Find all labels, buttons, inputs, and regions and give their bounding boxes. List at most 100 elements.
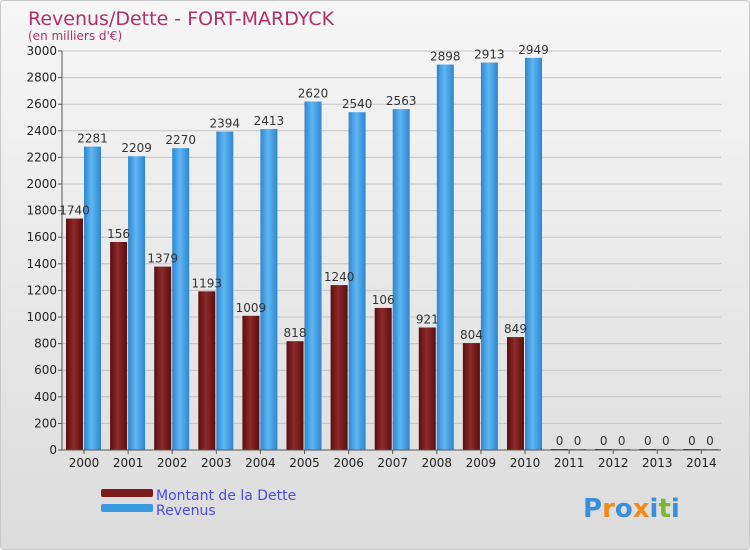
x-tick-label: 2001 — [113, 456, 144, 470]
data-label-dette: 106 — [372, 293, 395, 307]
data-label-dette: 1009 — [236, 301, 267, 315]
data-label-revenus: 2949 — [518, 43, 549, 57]
data-label-revenus: 0 — [662, 434, 670, 448]
data-label-revenus: 0 — [618, 434, 626, 448]
x-tick-label: 2005 — [289, 456, 320, 470]
logo-letter: r — [602, 494, 615, 524]
data-label-revenus: 2563 — [386, 94, 417, 108]
y-tick-label: 400 — [34, 390, 57, 404]
y-tick-label: 200 — [34, 416, 57, 430]
data-label-dette: 156 — [107, 227, 130, 241]
data-label-dette: 0 — [644, 434, 652, 448]
legend-label-revenus: Revenus — [156, 503, 216, 519]
bar-dette — [66, 218, 83, 450]
bar-revenus — [84, 146, 101, 450]
x-tick-label: 2004 — [245, 456, 276, 470]
x-axis: 2000 2001 2002 2003 2004 2005 2006 2007 2008 2009… — [62, 449, 721, 470]
data-label-revenus: 2270 — [165, 133, 196, 147]
data-label-revenus: 2413 — [254, 114, 285, 128]
data-label-revenus: 2209 — [121, 141, 152, 155]
data-label-dette: 0 — [688, 434, 696, 448]
y-tick-label: 2200 — [26, 150, 57, 164]
chart-subtitle: (en milliers d'€) — [28, 29, 122, 43]
bar-revenus — [348, 112, 366, 451]
bar-dette — [242, 315, 260, 450]
logo-letter: i — [650, 494, 659, 524]
bar-revenus — [172, 148, 190, 450]
bar-revenus — [480, 62, 498, 451]
y-tick-label: 3000 — [26, 44, 57, 58]
bar-revenus — [436, 64, 454, 450]
bar-dette — [330, 285, 348, 450]
data-label-revenus: 2394 — [210, 117, 241, 131]
data-label-dette: 921 — [416, 313, 439, 327]
data-label-revenus: 2898 — [430, 50, 461, 64]
x-tick-label: 2007 — [377, 456, 408, 470]
data-label-dette: 1379 — [147, 252, 178, 266]
data-label-dette: 818 — [284, 326, 307, 340]
bar-revenus — [392, 109, 410, 450]
logo-letter: x — [633, 494, 650, 524]
x-tick-label: 2014 — [686, 456, 717, 470]
proxiti-logo: Proxiti — [583, 494, 680, 524]
x-tick-label: 2011 — [554, 456, 585, 470]
x-tick-label: 2013 — [642, 456, 673, 470]
data-label-dette: 804 — [460, 328, 483, 342]
bars — [66, 57, 719, 451]
y-tick-label: 2600 — [26, 97, 57, 111]
bar-dette — [374, 307, 392, 450]
logo-letter: P — [583, 494, 602, 524]
x-tick-label: 2000 — [69, 456, 100, 470]
chart-title: Revenus/Dette - FORT-MARDYCK — [28, 8, 335, 30]
x-tick-label: 2002 — [157, 456, 188, 470]
y-tick-label: 2800 — [26, 71, 57, 85]
x-tick-label: 2008 — [422, 456, 453, 470]
data-label-dette: 1740 — [59, 204, 90, 218]
bar-dette — [286, 341, 304, 450]
data-label-revenus: 2913 — [474, 48, 505, 62]
y-tick-label: 1200 — [26, 283, 57, 297]
data-label-dette: 1193 — [192, 276, 223, 290]
y-tick-label: 2400 — [26, 124, 57, 138]
logo-letter: t — [658, 494, 670, 524]
y-axis: 0 200 400 600 800 1000 1200 1400 1600 1800 2000 220… — [26, 44, 63, 457]
legend: Montant de la Dette Revenus — [101, 488, 296, 519]
bar-revenus — [128, 156, 146, 450]
logo-letter: i — [671, 494, 680, 524]
bar-dette — [154, 266, 172, 450]
y-tick-label: 600 — [34, 363, 57, 377]
bar-revenus — [216, 131, 234, 450]
x-tick-label: 2012 — [598, 456, 629, 470]
y-tick-label: 1400 — [26, 257, 57, 271]
data-label-revenus: 0 — [706, 434, 714, 448]
y-tick-label: 0 — [49, 443, 57, 457]
data-label-dette: 0 — [556, 434, 564, 448]
bar-dette — [198, 291, 216, 450]
data-label-revenus: 2281 — [77, 132, 108, 146]
bar-dette — [507, 337, 524, 450]
y-tick-label: 2000 — [26, 177, 57, 191]
legend-label-dette: Montant de la Dette — [156, 488, 296, 504]
data-label-revenus: 0 — [574, 434, 582, 448]
bar-dette — [110, 241, 128, 450]
x-tick-label: 2010 — [510, 456, 541, 470]
x-tick-label: 2006 — [333, 456, 364, 470]
data-label-dette: 849 — [504, 322, 527, 336]
logo-letter: o — [615, 494, 633, 524]
x-tick-label: 2003 — [201, 456, 232, 470]
y-tick-label: 800 — [34, 337, 57, 351]
legend-swatch-revenus — [101, 504, 153, 512]
data-label-revenus: 2620 — [298, 87, 329, 101]
bar-dette — [418, 327, 436, 450]
bar-dette — [462, 343, 480, 450]
data-label-revenus: 2540 — [342, 97, 373, 111]
data-labels: 1740 2281 156 2209 1379 2270 1193 2394 1009 2413 8… — [59, 43, 713, 448]
bar-revenus — [260, 129, 278, 451]
bar-revenus — [304, 101, 322, 450]
data-label-dette: 0 — [600, 434, 608, 448]
data-label-dette: 1240 — [324, 270, 355, 284]
bar-revenus — [525, 57, 542, 451]
legend-swatch-dette — [101, 489, 153, 497]
